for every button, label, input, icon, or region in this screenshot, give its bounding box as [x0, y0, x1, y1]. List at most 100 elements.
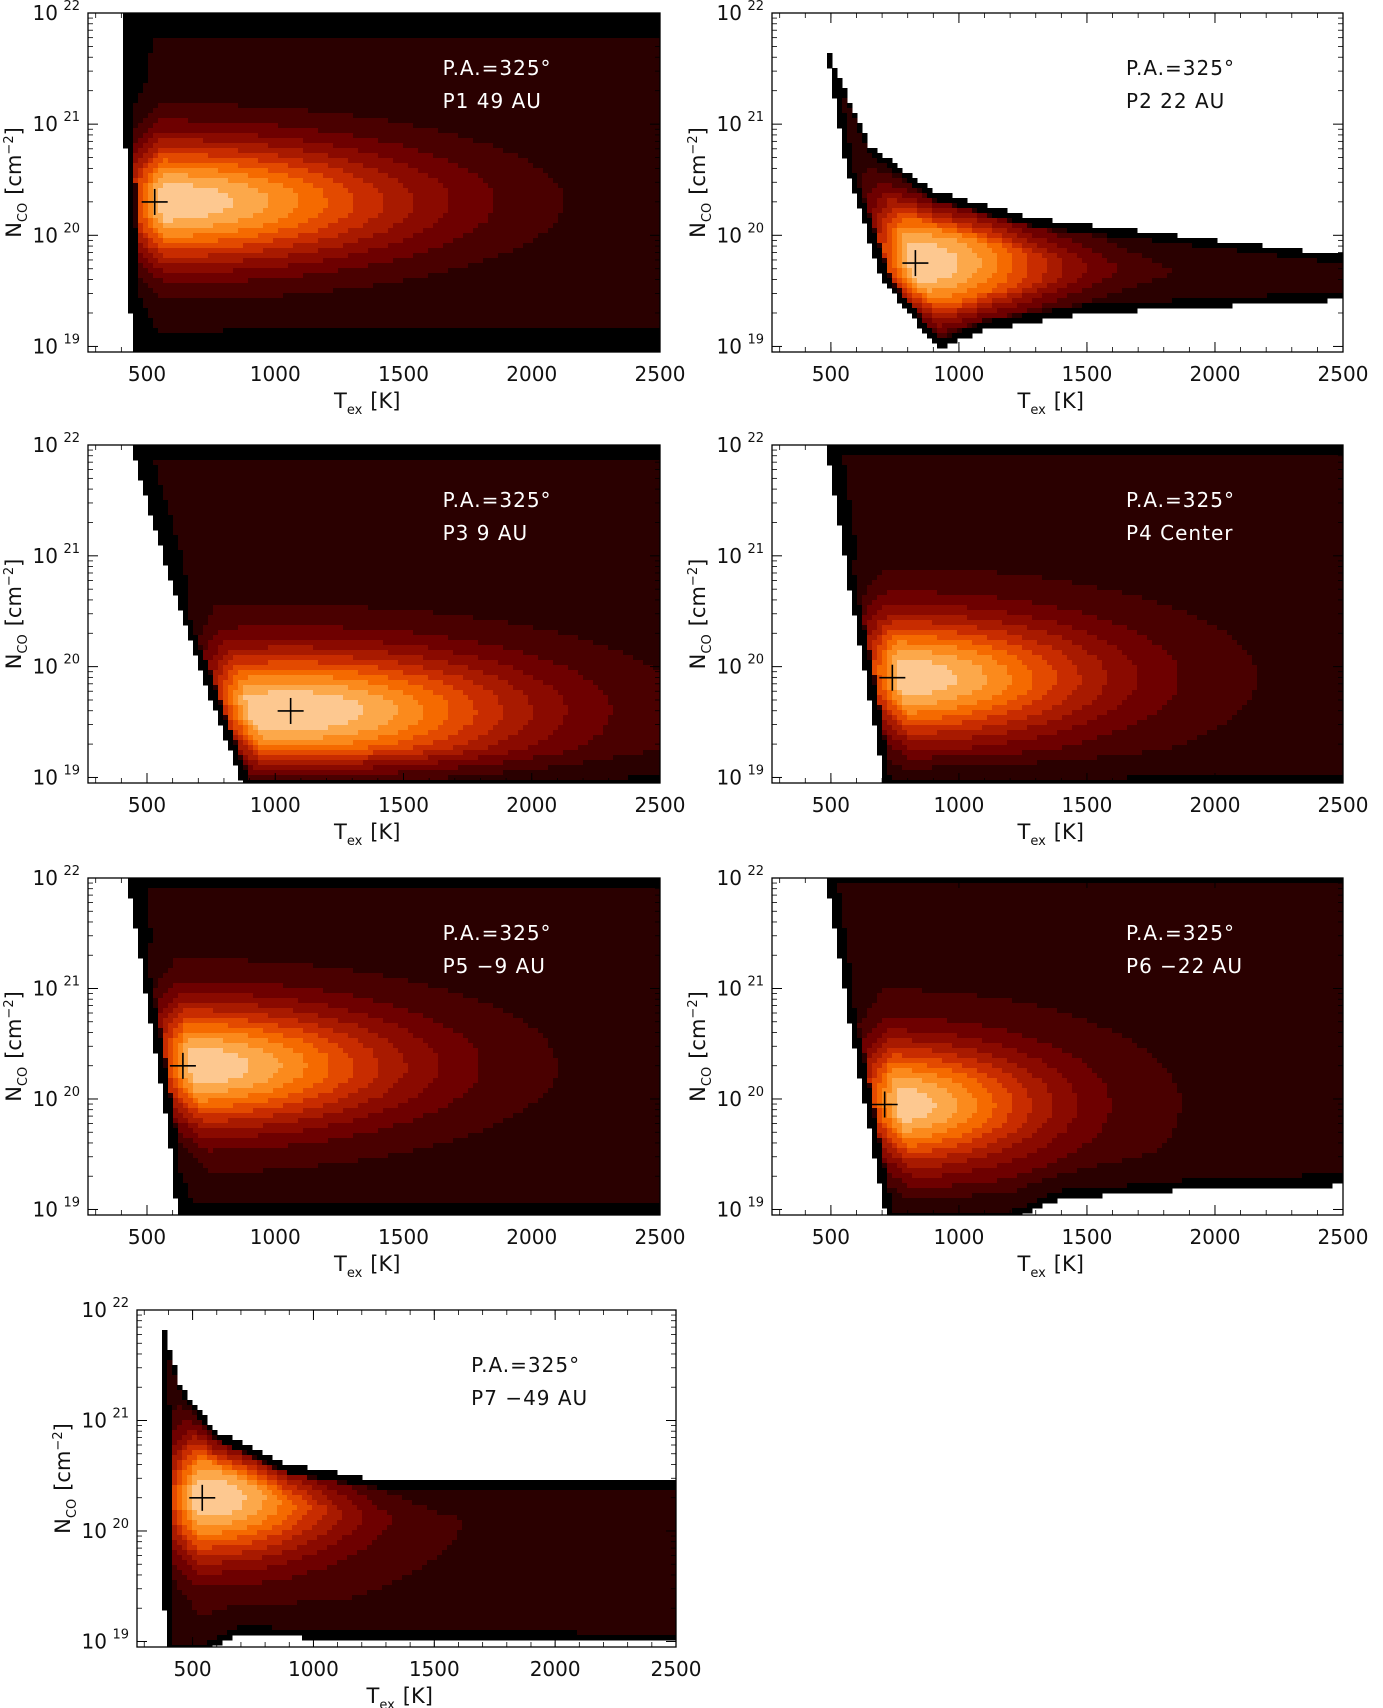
contour-cell: [228, 23, 234, 29]
contour-cell: [458, 158, 464, 164]
contour-cell: [273, 73, 279, 79]
contour-cell: [433, 103, 439, 109]
contour-cell: [238, 163, 244, 169]
contour-cell: [338, 68, 344, 74]
contour-cell: [258, 73, 264, 79]
contour-cell: [128, 163, 134, 169]
contour-cell: [458, 153, 464, 159]
contour-cell: [638, 58, 644, 64]
contour-cell: [223, 208, 229, 214]
contour-cell: [598, 93, 604, 99]
contour-cell: [228, 118, 234, 124]
contour-cell: [503, 173, 509, 179]
contour-cell: [613, 168, 619, 174]
contour-cell: [398, 148, 404, 154]
contour-cell: [188, 83, 194, 89]
contour-cell: [348, 98, 354, 104]
contour-cell: [218, 218, 224, 224]
contour-cell: [188, 198, 194, 204]
contour-cell: [148, 18, 154, 24]
contour-cell: [468, 48, 474, 54]
contour-cell: [653, 173, 659, 179]
contour-cell: [628, 123, 634, 129]
contour-cell: [503, 153, 509, 159]
contour-cell: [568, 173, 574, 179]
contour-cell: [453, 138, 459, 144]
contour-cell: [623, 118, 629, 124]
contour-cell: [548, 173, 554, 179]
contour-cell: [123, 98, 129, 104]
contour-cell: [313, 173, 319, 179]
contour-cell: [218, 183, 224, 189]
contour-cell: [643, 153, 649, 159]
contour-cell: [573, 148, 579, 154]
contour-cell: [223, 133, 229, 139]
contour-cell: [543, 203, 549, 209]
contour-cell: [473, 198, 479, 204]
contour-cell: [588, 33, 594, 39]
contour-cell: [188, 108, 194, 114]
contour-cell: [308, 173, 314, 179]
contour-cell: [373, 28, 379, 34]
contour-cell: [293, 193, 299, 199]
contour-cell: [238, 33, 244, 39]
contour-cell: [653, 133, 659, 139]
contour-cell: [303, 173, 309, 179]
contour-cell: [298, 148, 304, 154]
contour-cell: [363, 138, 369, 144]
contour-cell: [328, 13, 334, 19]
contour-cell: [393, 223, 399, 229]
contour-cell: [618, 113, 624, 119]
contour-cell: [363, 58, 369, 64]
contour-cell: [508, 18, 514, 24]
contour-cell: [443, 193, 449, 199]
contour-cell: [343, 13, 349, 19]
contour-cell: [298, 33, 304, 39]
contour-cell: [138, 203, 144, 209]
contour-cell: [283, 28, 289, 34]
contour-cell: [298, 143, 304, 149]
contour-cell: [408, 228, 414, 234]
contour-cell: [158, 88, 164, 94]
contour-cell: [523, 213, 529, 219]
contour-cell: [458, 43, 464, 49]
contour-cell: [398, 58, 404, 64]
contour-cell: [418, 18, 424, 24]
contour-cell: [623, 83, 629, 89]
contour-cell: [568, 23, 574, 29]
contour-cell: [248, 233, 254, 239]
contour-cell: [428, 58, 434, 64]
contour-cell: [523, 218, 529, 224]
contour-cell: [393, 23, 399, 29]
contour-cell: [183, 148, 189, 154]
contour-cell: [213, 238, 219, 244]
contour-cell: [638, 173, 644, 179]
contour-cell: [578, 118, 584, 124]
contour-cell: [138, 133, 144, 139]
contour-cell: [553, 188, 559, 194]
contour-cell: [633, 218, 639, 224]
contour-cell: [613, 163, 619, 169]
contour-cell: [258, 18, 264, 24]
contour-cell: [308, 118, 314, 124]
contour-cell: [233, 38, 239, 44]
contour-cell: [588, 123, 594, 129]
contour-cell: [163, 43, 169, 49]
contour-cell: [558, 153, 564, 159]
contour-cell: [498, 113, 504, 119]
contour-cell: [323, 83, 329, 89]
contour-cell: [448, 168, 454, 174]
contour-cell: [293, 38, 299, 44]
contour-cell: [523, 48, 529, 54]
contour-cell: [238, 73, 244, 79]
contour-cell: [193, 238, 199, 244]
contour-cell: [308, 78, 314, 84]
contour-cell: [133, 93, 139, 99]
contour-cell: [253, 88, 259, 94]
contour-cell: [488, 173, 494, 179]
contour-cell: [228, 98, 234, 104]
contour-cell: [553, 108, 559, 114]
contour-cell: [528, 193, 534, 199]
contour-cell: [613, 88, 619, 94]
contour-cell: [193, 148, 199, 154]
